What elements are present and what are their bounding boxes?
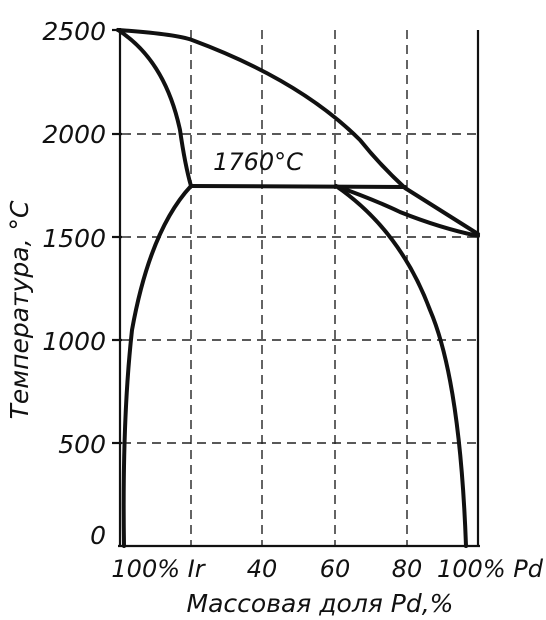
peritectic-temperature-annotation: 1760°С [213, 148, 303, 176]
plot-frame [112, 28, 480, 548]
x-tick-40: 40 [247, 555, 278, 583]
y-tick-1000: 1000 [42, 327, 106, 356]
x-axis-label: Массовая доля Pd,% [187, 589, 454, 618]
y-tick-500: 500 [58, 430, 106, 459]
x-tick-80: 80 [392, 555, 423, 583]
x-tick-labels: 100% Ir 40 60 80 100% Pd [111, 555, 543, 583]
ir-solidus-curve [116, 28, 193, 188]
grid-lines [122, 30, 478, 546]
ir-solvus-curve [121, 184, 193, 548]
pd-solidus-curve [334, 184, 480, 238]
liquidus-curve [116, 28, 480, 236]
y-tick-labels: 2500 2000 1500 1000 500 0 [42, 17, 106, 550]
phase-curves [116, 28, 480, 548]
y-axis-label: Температура, °С [5, 200, 34, 419]
peritectic-isotherm [189, 184, 407, 189]
y-tick-2500: 2500 [42, 17, 106, 46]
y-tick-2000: 2000 [42, 120, 106, 149]
y-tick-1500: 1500 [42, 224, 106, 253]
x-tick-100-ir: 100% Ir [111, 555, 206, 583]
x-tick-100-pd: 100% Pd [437, 555, 544, 583]
y-tick-0: 0 [90, 521, 106, 550]
x-tick-60: 60 [320, 555, 351, 583]
pd-solvus-curve [334, 184, 468, 548]
